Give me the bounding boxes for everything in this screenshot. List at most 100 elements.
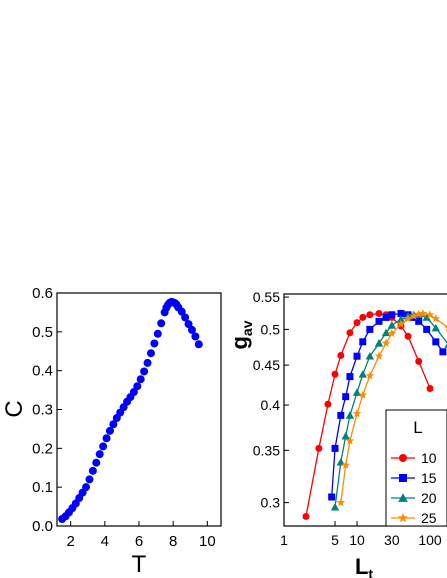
right-x-axis-label: Lt xyxy=(355,554,373,578)
data-point-20 xyxy=(358,370,367,378)
left-axis-ticks: 2 4 6 8 10 0.0 0.1 0.2 0.3 0.4 0.5 0.6 xyxy=(32,285,216,550)
left-y-tick-label: 0.5 xyxy=(32,324,53,341)
left-x-tick-label: 4 xyxy=(101,533,109,550)
right-x-tick-label: 5 xyxy=(331,532,339,548)
data-point-10 xyxy=(315,444,323,452)
data-point-15 xyxy=(353,352,361,360)
data-point-15 xyxy=(388,311,396,319)
left-data-point xyxy=(85,475,94,484)
data-point-10 xyxy=(337,351,345,359)
data-point-25 xyxy=(352,409,362,418)
left-data-points xyxy=(58,297,203,524)
right-x-tick-label: 10 xyxy=(349,532,365,548)
data-point-15 xyxy=(375,317,383,325)
left-y-axis-label: C xyxy=(1,400,28,417)
data-point-20 xyxy=(365,351,375,360)
legend-label-25: 25 xyxy=(421,510,437,526)
right-x-tick-label: 100 xyxy=(418,532,442,548)
left-data-point xyxy=(129,388,138,397)
left-y-tick-label: 0.1 xyxy=(32,479,53,496)
left-data-point xyxy=(157,319,166,328)
left-y-tick-label: 0.2 xyxy=(32,440,53,457)
left-data-point xyxy=(177,307,186,316)
left-data-point xyxy=(194,340,203,349)
right-y-tick-label: 0.35 xyxy=(253,442,280,458)
data-point-20 xyxy=(374,339,384,347)
data-point-25 xyxy=(414,309,424,318)
data-point-20 xyxy=(345,411,355,419)
left-y-tick-label: 0.4 xyxy=(32,363,53,380)
left-data-point xyxy=(181,313,190,322)
data-point-25 xyxy=(425,310,435,319)
data-point-25 xyxy=(396,319,406,328)
left-data-point xyxy=(88,466,97,475)
data-point-10 xyxy=(353,319,361,327)
legend-marker-15 xyxy=(399,474,407,482)
data-point-20 xyxy=(330,502,340,511)
legend-label-10: 10 xyxy=(421,450,437,466)
left-data-point xyxy=(109,420,118,429)
left-data-point xyxy=(143,358,152,367)
legend-marker-20 xyxy=(398,493,408,502)
left-data-point xyxy=(140,367,149,376)
data-point-10 xyxy=(346,329,354,337)
left-x-axis-label: T xyxy=(132,551,147,578)
right-y-axis-label-sub: av xyxy=(239,320,255,336)
data-point-15 xyxy=(423,325,431,333)
data-point-25 xyxy=(418,308,428,318)
left-data-point xyxy=(184,320,193,329)
data-point-15 xyxy=(359,338,367,346)
data-point-10 xyxy=(366,311,374,319)
data-point-15 xyxy=(382,313,390,321)
data-point-25 xyxy=(374,351,384,360)
right-y-tick-label: 0.3 xyxy=(261,495,281,511)
data-point-20 xyxy=(387,321,397,329)
right-y-axis-label: gav xyxy=(227,320,255,349)
data-point-20 xyxy=(341,431,350,440)
right-y-tick-label: 0.5 xyxy=(261,321,281,337)
left-y-tick-label: 0.3 xyxy=(32,402,53,419)
left-data-point xyxy=(82,483,91,492)
left-data-point xyxy=(95,450,104,459)
data-point-10 xyxy=(324,400,332,408)
chart-left: 2 4 6 8 10 0.0 0.1 0.2 0.3 0.4 0.5 0.6 T C xyxy=(1,285,222,578)
data-point-10 xyxy=(302,512,310,520)
right-y-tick-label: 0.55 xyxy=(253,289,280,305)
data-point-15 xyxy=(346,373,354,381)
right-x-axis-label-main: L xyxy=(355,554,368,578)
legend-label-20: 20 xyxy=(421,490,437,506)
data-point-15 xyxy=(328,493,336,501)
data-point-25 xyxy=(381,338,391,347)
data-point-10 xyxy=(359,313,367,321)
legend-marker-25 xyxy=(398,512,408,523)
left-data-point xyxy=(187,325,196,334)
data-point-25 xyxy=(358,390,368,399)
data-point-20 xyxy=(336,457,346,466)
data-point-15 xyxy=(337,411,345,419)
data-point-10 xyxy=(404,332,412,340)
left-data-point xyxy=(133,382,142,391)
data-point-15 xyxy=(342,393,350,401)
left-data-point xyxy=(136,375,145,384)
left-x-tick-label: 2 xyxy=(66,533,74,550)
data-point-20 xyxy=(396,315,406,323)
right-x-tick-label: 1 xyxy=(280,532,288,548)
data-point-20 xyxy=(422,313,431,321)
left-data-point xyxy=(105,426,114,435)
data-point-10 xyxy=(415,357,423,365)
legend-marker-10 xyxy=(399,454,407,462)
left-data-point xyxy=(92,458,101,467)
data-point-25 xyxy=(341,460,351,469)
data-point-15 xyxy=(415,317,423,325)
left-data-point xyxy=(150,339,159,348)
right-y-axis-label-main: g xyxy=(227,336,252,349)
left-data-point xyxy=(102,434,111,443)
legend: L 10 15 20 25 xyxy=(385,409,447,527)
data-point-10 xyxy=(331,370,339,378)
left-data-point xyxy=(153,329,162,338)
left-x-tick-label: 10 xyxy=(199,533,216,550)
legend-label-15: 15 xyxy=(421,470,437,486)
